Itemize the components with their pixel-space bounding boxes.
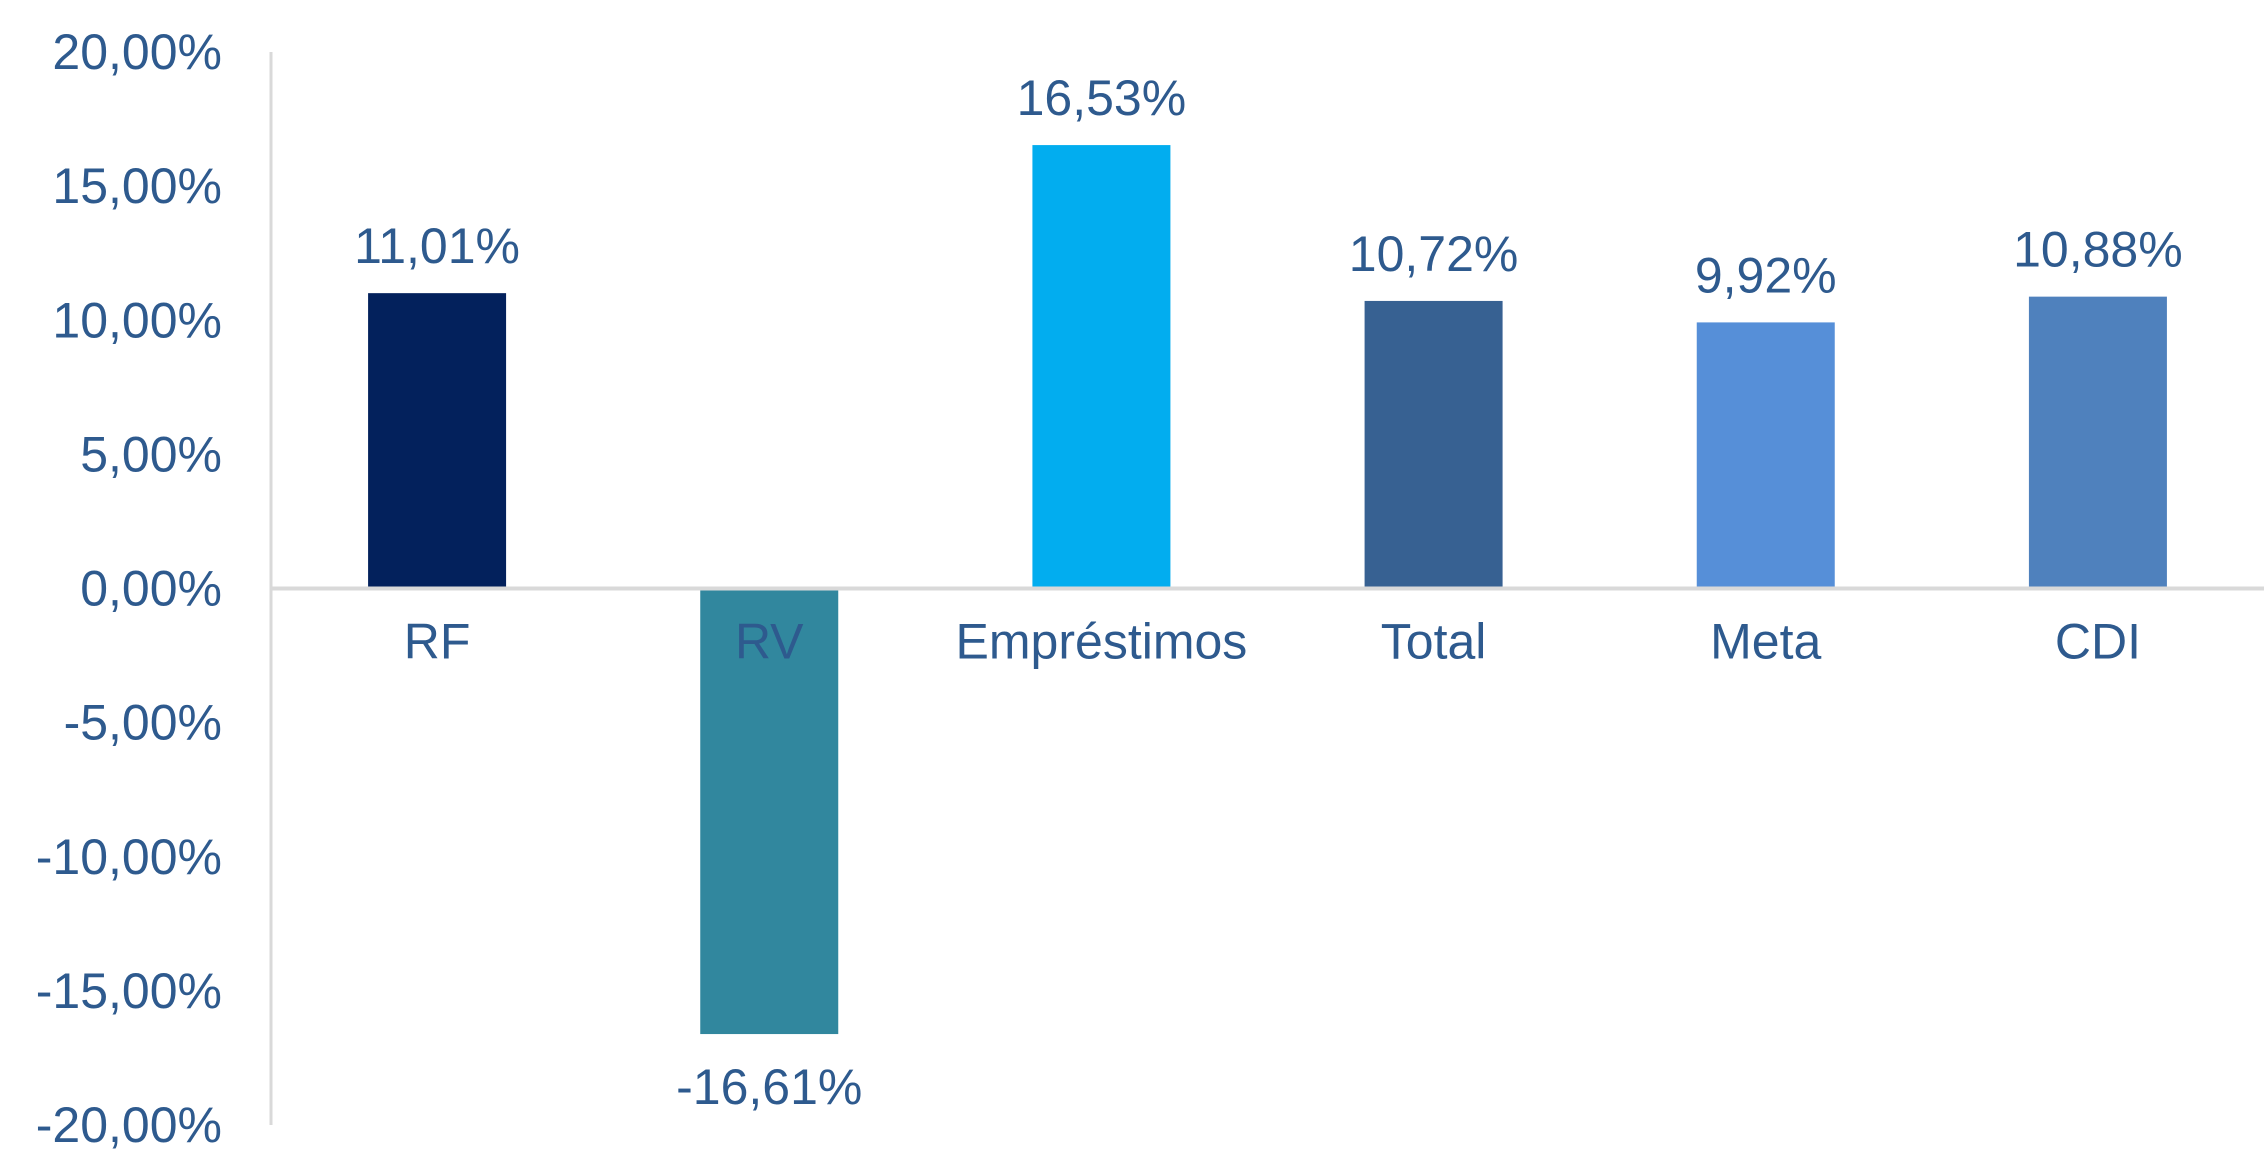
data-labels: 11,01% -16,61% 16,53% 10,72% 9,92% 10,88% <box>354 70 2183 1115</box>
y-tick-label: 0,00% <box>80 561 222 617</box>
data-label: 10,88% <box>2013 222 2183 278</box>
category-label: Meta <box>1710 614 1821 670</box>
category-label: RV <box>735 614 804 670</box>
bar-rv <box>700 588 839 1035</box>
category-label: Empréstimos <box>956 614 1248 670</box>
y-tick-label: 10,00% <box>52 292 222 348</box>
y-axis: 20,00% 15,00% 10,00% 5,00% 0,00% -5,00% -10,00… <box>36 24 273 1150</box>
data-label: 10,72% <box>1349 226 1519 282</box>
bars <box>368 145 2167 1035</box>
y-tick-label: 20,00% <box>52 24 222 80</box>
category-label: RF <box>404 614 471 670</box>
y-tick-label: -15,00% <box>36 963 222 1019</box>
category-labels: RF RV Empréstimos Total Meta CDI <box>404 614 2141 670</box>
data-label: 11,01% <box>354 218 520 274</box>
bar-total <box>1364 300 1503 589</box>
y-tick-label: 15,00% <box>52 158 222 214</box>
bar-emprestimos <box>1032 145 1171 589</box>
category-label: CDI <box>2055 614 2141 670</box>
y-tick-label: -10,00% <box>36 829 222 885</box>
category-label: Total <box>1381 614 1487 670</box>
data-label: -16,61% <box>676 1059 862 1115</box>
data-label: 9,92% <box>1695 247 1837 303</box>
bar-rf <box>368 293 507 589</box>
y-tick-label: -20,00% <box>36 1097 222 1150</box>
data-label: 16,53% <box>1017 70 1187 126</box>
y-tick-label: 5,00% <box>80 426 222 482</box>
bar-cdi <box>2028 296 2167 589</box>
bar-meta <box>1696 322 1835 589</box>
y-tick-label: -5,00% <box>64 695 222 751</box>
